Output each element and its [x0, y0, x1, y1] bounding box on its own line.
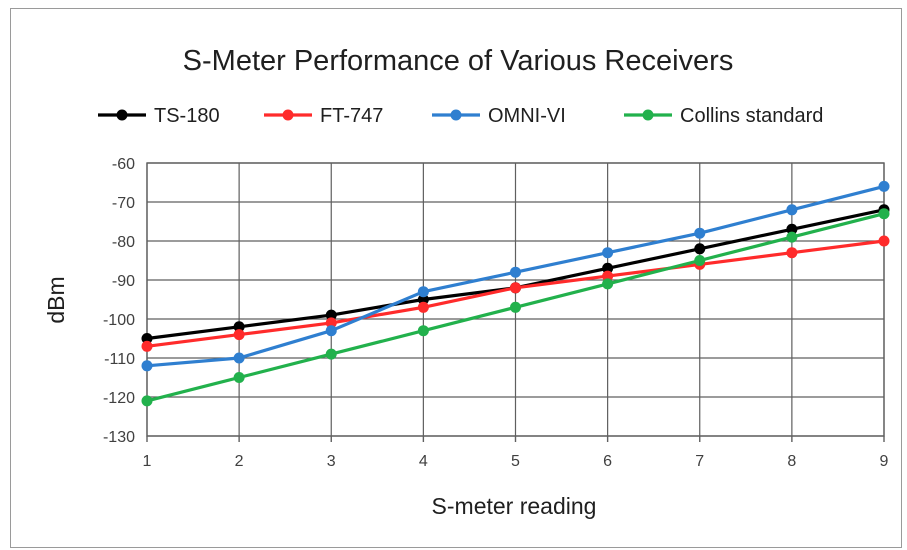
data-point: [417, 286, 429, 298]
legend-label: TS-180: [154, 105, 220, 127]
series-collins-standard: [141, 208, 890, 407]
x-tick-label: 6: [603, 453, 612, 470]
series-omni-vi: [141, 180, 890, 372]
legend-swatch-marker: [282, 109, 294, 121]
data-point: [141, 360, 153, 372]
data-point: [233, 352, 245, 364]
data-point: [694, 227, 706, 239]
x-tick-label: 3: [327, 453, 336, 470]
y-axis-ticks: -60 -70 -80 -90 -100 -110 -120 -130: [103, 156, 135, 446]
x-axis-ticks: 1 2 3 4 5 6 7 8 9: [143, 453, 889, 470]
y-tick-label: -60: [112, 156, 135, 173]
y-tick-label: -80: [112, 234, 135, 251]
x-tick-label: 7: [695, 453, 704, 470]
x-tick-label: 8: [787, 453, 796, 470]
data-point: [694, 243, 706, 255]
data-point: [417, 294, 429, 305]
data-point: [325, 317, 337, 329]
data-point: [786, 204, 798, 216]
chart-title: S-Meter Performance of Various Receivers: [183, 45, 734, 77]
y-tick-label: -120: [103, 390, 135, 407]
data-point: [233, 329, 245, 341]
data-point: [141, 333, 153, 344]
legend-swatch-marker: [116, 109, 128, 121]
data-point: [141, 395, 153, 407]
data-point: [510, 282, 521, 294]
data-point: [233, 321, 245, 333]
data-point: [602, 247, 614, 259]
y-tick-label: -130: [103, 429, 135, 446]
chart-frame: [10, 8, 902, 548]
plot-area-border: [146, 162, 885, 437]
data-point: [417, 325, 429, 337]
data-point: [141, 340, 153, 352]
legend-label: Collins standard: [680, 105, 823, 127]
x-tick-label: 4: [419, 453, 428, 470]
legend-swatch-marker: [450, 109, 462, 121]
x-tick-label: 1: [143, 453, 152, 470]
data-point: [510, 301, 521, 313]
data-point: [878, 235, 890, 247]
series-ft-747: [141, 235, 890, 352]
x-tick-label: 2: [235, 453, 244, 470]
legend-item: TS-180: [98, 105, 220, 127]
y-tick-label: -100: [103, 312, 135, 329]
data-point: [786, 247, 798, 259]
y-tick-label: -110: [104, 351, 135, 368]
x-axis-label: S-meter reading: [432, 493, 597, 519]
x-tick-label: 5: [511, 453, 520, 470]
legend-item: OMNI-VI: [432, 105, 566, 127]
data-point: [602, 278, 614, 290]
legend-item: FT-747: [264, 105, 383, 127]
series-group: [141, 180, 890, 407]
data-point: [786, 223, 798, 235]
legend-item: Collins standard: [624, 105, 823, 127]
chart-legend: TS-180 FT-747 OMNI-VI Collins standard: [98, 105, 823, 127]
y-axis-label: dBm: [43, 276, 69, 323]
legend-swatch-marker: [642, 109, 654, 121]
data-point: [510, 266, 521, 278]
data-point: [694, 255, 706, 266]
legend-label: FT-747: [320, 105, 383, 127]
data-point: [878, 208, 890, 220]
data-point: [786, 231, 798, 243]
data-point: [878, 180, 890, 192]
data-point: [233, 372, 245, 383]
data-point: [602, 270, 614, 282]
legend-label: OMNI-VI: [488, 105, 566, 127]
data-point: [325, 348, 337, 360]
data-point: [325, 325, 337, 337]
y-tick-label: -90: [112, 273, 135, 290]
data-point: [602, 262, 614, 274]
x-tick-label: 9: [880, 453, 889, 470]
data-point: [325, 309, 337, 321]
data-point: [417, 301, 429, 313]
y-tick-label: -70: [112, 195, 135, 212]
